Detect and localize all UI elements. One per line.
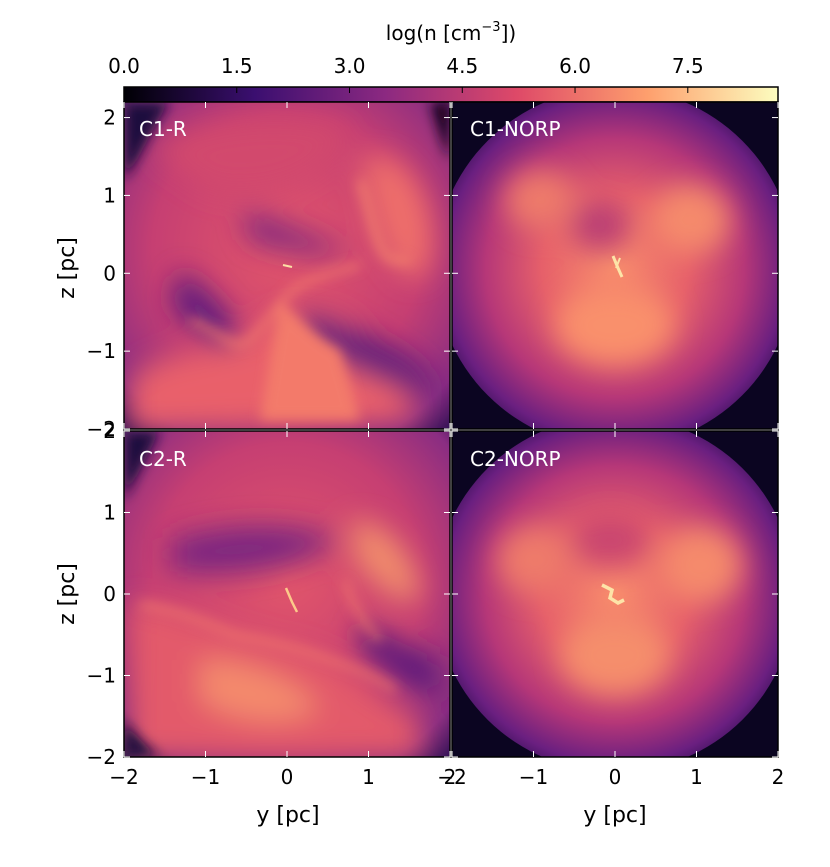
y-axis-label-bottom: z [pc]	[55, 563, 80, 625]
y-tick-label: 0	[103, 261, 116, 285]
x-tick-label: −2	[437, 765, 466, 789]
colorbar-tick-label: 3.0	[334, 54, 366, 78]
panel-c1-r-image	[124, 102, 450, 429]
panel-label-c1-norp: C1-NORP	[470, 117, 561, 141]
panel-c2-norp-image	[452, 431, 778, 757]
colorbar: log(n [cm−3]) 0.0 1.5 3.0 4.5 6.0 7.5	[108, 20, 779, 103]
colorbar-label: log(n [cm−3])	[386, 20, 516, 45]
y-tick-label: −2	[87, 417, 116, 441]
y-tick-label: −1	[87, 664, 116, 688]
x-tick-label: −1	[519, 765, 548, 789]
y-tick-label: −1	[87, 339, 116, 363]
colorbar-tick-label: 1.5	[221, 54, 253, 78]
panel-c2-r-image	[124, 431, 450, 757]
x-axis-label-left: y [pc]	[256, 803, 319, 828]
x-tick-label: −1	[191, 765, 220, 789]
y-tick-label: 0	[103, 582, 116, 606]
y-tick-label: 2	[103, 419, 116, 443]
x-tick-label: 0	[281, 765, 294, 789]
panel-c1-norp-image	[452, 102, 778, 429]
y-axis-label-top: z [pc]	[55, 237, 80, 299]
panel-label-c2-norp: C2-NORP	[470, 447, 561, 471]
colorbar-bar	[123, 86, 779, 103]
colorbar-tick-label: 6.0	[559, 54, 591, 78]
y-tick-label: 2	[103, 106, 116, 130]
x-axis-label-right: y [pc]	[583, 803, 646, 828]
x-tick-label: 2	[444, 765, 457, 789]
panel-label-c1-r: C1-R	[139, 117, 187, 141]
y-tick-label: −2	[87, 745, 116, 769]
x-tick-label: −2	[109, 765, 138, 789]
x-tick-label: 1	[690, 765, 703, 789]
colorbar-tick-label: 4.5	[446, 54, 478, 78]
y-tick-label: 1	[103, 501, 116, 525]
x-tick-label: 1	[362, 765, 375, 789]
colorbar-tick-label: 7.5	[672, 54, 704, 78]
panel-label-c2-r: C2-R	[139, 447, 187, 471]
y-tick-label: 1	[103, 183, 116, 207]
colorbar-tick-label: 0.0	[108, 54, 140, 78]
x-tick-label: 0	[609, 765, 622, 789]
x-tick-label: 2	[772, 765, 785, 789]
